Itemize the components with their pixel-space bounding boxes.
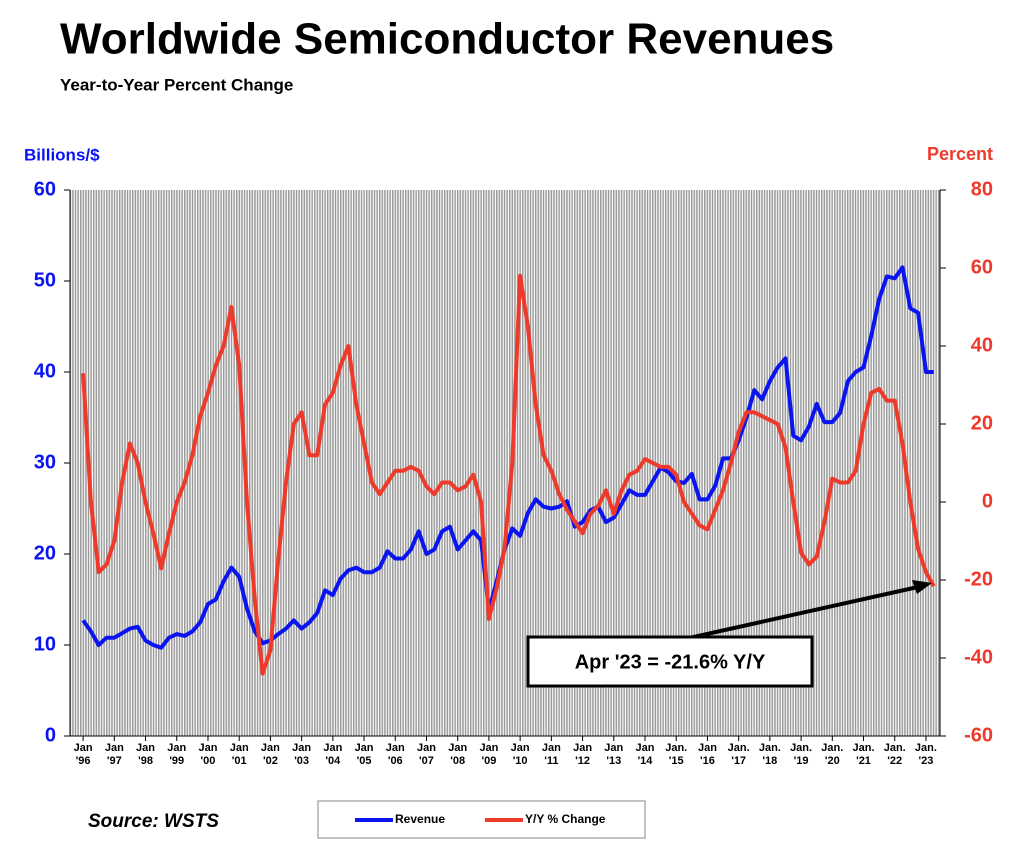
y2-axis-label: Percent bbox=[927, 144, 993, 164]
y-tick-label: 50 bbox=[34, 269, 56, 291]
x-tick-label: Jan '09 bbox=[479, 742, 499, 767]
y2-tick-label: -40 bbox=[964, 646, 993, 668]
x-tick-label: Jan. '23 bbox=[914, 742, 937, 767]
annotation-text: Apr '23 = -21.6% Y/Y bbox=[575, 651, 766, 673]
x-tick-label: Jan. '18 bbox=[758, 742, 781, 767]
y2-tick-label: 60 bbox=[971, 256, 993, 278]
annotation-box bbox=[526, 635, 814, 688]
x-tick-label: Jan '99 bbox=[167, 742, 187, 767]
y-tick-label: 30 bbox=[34, 451, 56, 473]
y-axis-label: Billions/$ bbox=[24, 145, 100, 164]
y-tick-label: 10 bbox=[34, 633, 56, 655]
legend-label: Revenue bbox=[395, 812, 445, 826]
y2-tick-label: 40 bbox=[971, 334, 993, 356]
x-tick-label: Jan '98 bbox=[136, 742, 156, 767]
x-tick-label: Jan '16 bbox=[697, 742, 717, 767]
x-tick-label: Jan '00 bbox=[198, 742, 218, 767]
chart-title: Worldwide Semiconductor Revenues bbox=[60, 15, 834, 64]
y-tick-label: 60 bbox=[34, 178, 56, 200]
x-tick-label: Jan. '21 bbox=[852, 742, 875, 767]
x-tick-label: Jan. '20 bbox=[821, 742, 844, 767]
y-tick-label: 40 bbox=[34, 360, 56, 382]
x-tick-label: Jan '10 bbox=[510, 742, 530, 767]
y2-tick-label: 0 bbox=[982, 490, 993, 512]
x-tick-label: Jan '01 bbox=[229, 742, 249, 767]
x-tick-label: Jan '96 bbox=[73, 742, 93, 767]
series-line bbox=[81, 273, 936, 676]
x-tick-label: Jan '13 bbox=[604, 742, 624, 767]
x-tick-label: Jan. '22 bbox=[883, 742, 906, 767]
y2-tick-label: -60 bbox=[964, 724, 993, 746]
chart-subtitle: Year-to-Year Percent Change bbox=[60, 75, 293, 94]
annotation-arrow bbox=[679, 585, 919, 642]
y2-tick-label: 20 bbox=[971, 412, 993, 434]
y2-tick-label: 80 bbox=[971, 178, 993, 200]
x-tick-label: Jan. '19 bbox=[790, 742, 813, 767]
x-tick-label: Jan. '15 bbox=[665, 742, 688, 767]
x-tick-label: Jan '03 bbox=[292, 742, 312, 767]
x-tick-label: Jan '12 bbox=[573, 742, 593, 767]
x-tick-label: Jan '02 bbox=[260, 742, 280, 767]
x-tick-label: Jan '04 bbox=[323, 742, 343, 767]
y2-tick-label: -20 bbox=[964, 568, 993, 590]
series-line bbox=[81, 265, 934, 650]
source-note: Source: WSTS bbox=[88, 811, 219, 832]
x-tick-label: Jan '05 bbox=[354, 742, 374, 767]
x-tick-label: Jan '14 bbox=[635, 742, 655, 767]
x-tick-label: Jan '07 bbox=[417, 742, 436, 767]
x-tick-label: Jan '08 bbox=[448, 742, 468, 767]
y-tick-label: 20 bbox=[34, 542, 56, 564]
legend-label: Y/Y % Change bbox=[525, 812, 606, 826]
x-tick-label: Jan '11 bbox=[541, 742, 561, 767]
y-tick-label: 0 bbox=[45, 724, 56, 746]
x-tick-label: Jan. '17 bbox=[727, 742, 750, 767]
annotation-arrowhead bbox=[912, 580, 932, 594]
x-tick-label: Jan '97 bbox=[104, 742, 124, 767]
x-tick-label: Jan '06 bbox=[385, 742, 405, 767]
